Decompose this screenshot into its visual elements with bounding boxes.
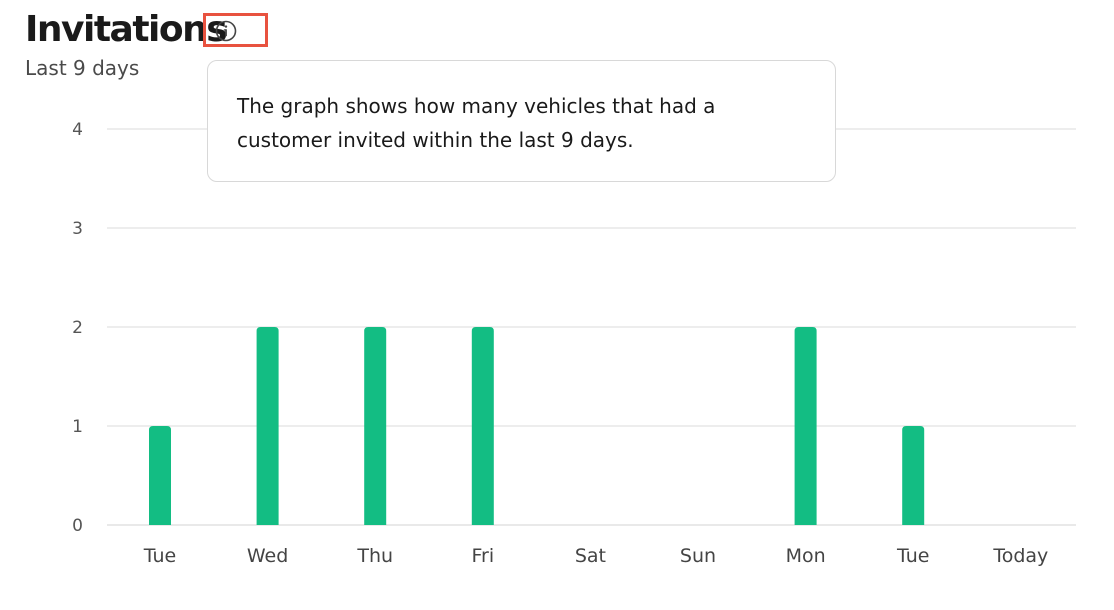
x-tick-label: Sat — [575, 545, 606, 567]
tooltip-text: The graph shows how many vehicles that h… — [237, 94, 716, 152]
grid-lines — [107, 128, 1076, 526]
bar[interactable] — [471, 327, 494, 525]
x-tick-label: Mon — [786, 545, 826, 567]
y-tick-label: 1 — [72, 417, 83, 437]
bar[interactable] — [364, 327, 387, 525]
x-tick-label: Thu — [356, 545, 393, 567]
info-tooltip: The graph shows how many vehicles that h… — [207, 60, 836, 182]
x-tick-label: Today — [992, 545, 1048, 567]
info-button[interactable] — [203, 13, 268, 47]
x-axis-labels: Tue Wed Thu Fri Sat Sun Mon Tue Today — [143, 545, 1049, 567]
y-axis-ticks: 0 1 2 3 4 — [72, 120, 83, 536]
bar[interactable] — [256, 327, 279, 525]
y-tick-label: 2 — [72, 318, 83, 338]
info-icon[interactable] — [215, 20, 237, 42]
y-tick-label: 4 — [72, 120, 83, 140]
bars — [149, 327, 925, 525]
y-tick-label: 0 — [72, 516, 83, 536]
bar[interactable] — [794, 327, 817, 525]
x-tick-label: Fri — [471, 545, 494, 567]
y-tick-label: 3 — [72, 219, 83, 239]
x-tick-label: Wed — [247, 545, 288, 567]
x-tick-label: Tue — [143, 545, 176, 567]
bar[interactable] — [902, 426, 925, 525]
x-tick-label: Tue — [896, 545, 929, 567]
bar[interactable] — [149, 426, 171, 525]
chart-subtitle: Last 9 days — [25, 56, 140, 80]
chart-title: Invitations — [25, 9, 228, 50]
x-tick-label: Sun — [680, 545, 716, 567]
